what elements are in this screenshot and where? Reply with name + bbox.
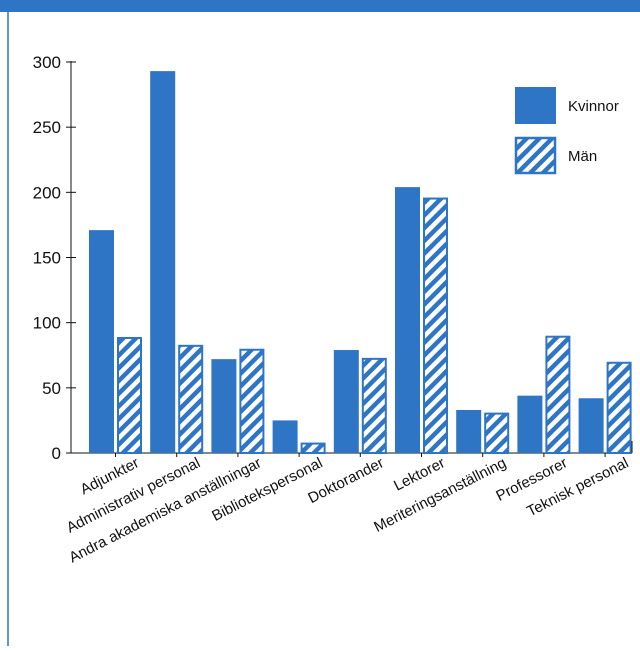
bar-women — [456, 409, 482, 453]
bar-women — [333, 350, 359, 453]
bar-men — [178, 344, 204, 454]
y-tick-label: 100 — [33, 314, 61, 333]
y-tick-label: 250 — [33, 118, 61, 137]
y-tick-label: 50 — [42, 379, 61, 398]
bar-men — [545, 335, 571, 455]
y-tick-label: 150 — [33, 249, 61, 268]
legend-label: Kvinnor — [568, 98, 619, 115]
y-tick-label: 0 — [52, 444, 61, 463]
bar-women — [395, 187, 420, 453]
bar-women — [150, 71, 176, 453]
bar-men — [423, 197, 448, 454]
legend-swatch-women — [515, 87, 556, 124]
bar-men — [606, 361, 632, 454]
bar-women — [517, 395, 543, 453]
bar-men — [239, 348, 265, 455]
bar-women — [578, 398, 604, 453]
bar-women — [89, 230, 114, 453]
bar-women — [211, 359, 237, 453]
bar-men — [361, 357, 387, 454]
bar-men — [484, 412, 510, 455]
bar-men — [117, 337, 142, 454]
bar-men — [300, 442, 326, 454]
bar-women — [272, 420, 298, 453]
header-bar — [0, 0, 640, 12]
y-tick-label: 300 — [33, 53, 61, 72]
x-tick-label: Teknisk personal — [524, 454, 631, 520]
legend-label: Män — [568, 148, 597, 165]
chart-legend: Kvinnor Män — [514, 87, 619, 175]
chart-bars — [89, 71, 632, 457]
y-tick-label: 200 — [33, 183, 61, 202]
legend-swatch-men — [514, 136, 557, 175]
